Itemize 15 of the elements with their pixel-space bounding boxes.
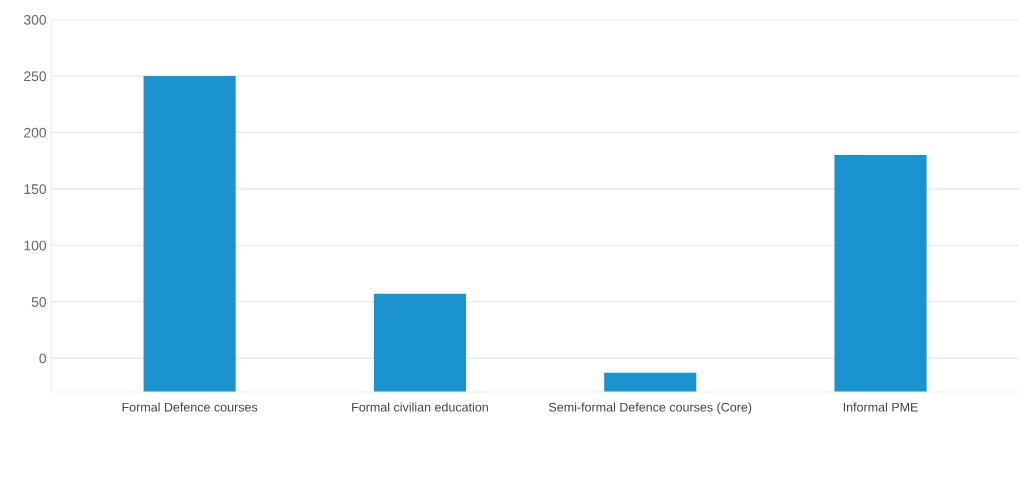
bar: [143, 76, 236, 392]
y-tick-label: 150: [24, 184, 47, 195]
y-tick-label: 200: [24, 127, 47, 138]
y-tick-label: 0: [39, 353, 47, 364]
y-tick-label: 250: [24, 71, 47, 82]
y-tick-label: 50: [31, 297, 47, 307]
bar: [373, 293, 466, 392]
bar: [604, 372, 697, 392]
x-tick-label: Formal Defence courses: [122, 402, 258, 412]
y-tick-label: 300: [23, 14, 47, 25]
x-tick-label: Formal civilian education: [352, 402, 488, 412]
x-tick-label: Informal PME: [843, 402, 918, 412]
bar: [834, 155, 927, 392]
y-tick-label: 100: [24, 240, 47, 251]
x-tick-label: Semi-formal Defence courses (Core): [549, 402, 752, 415]
